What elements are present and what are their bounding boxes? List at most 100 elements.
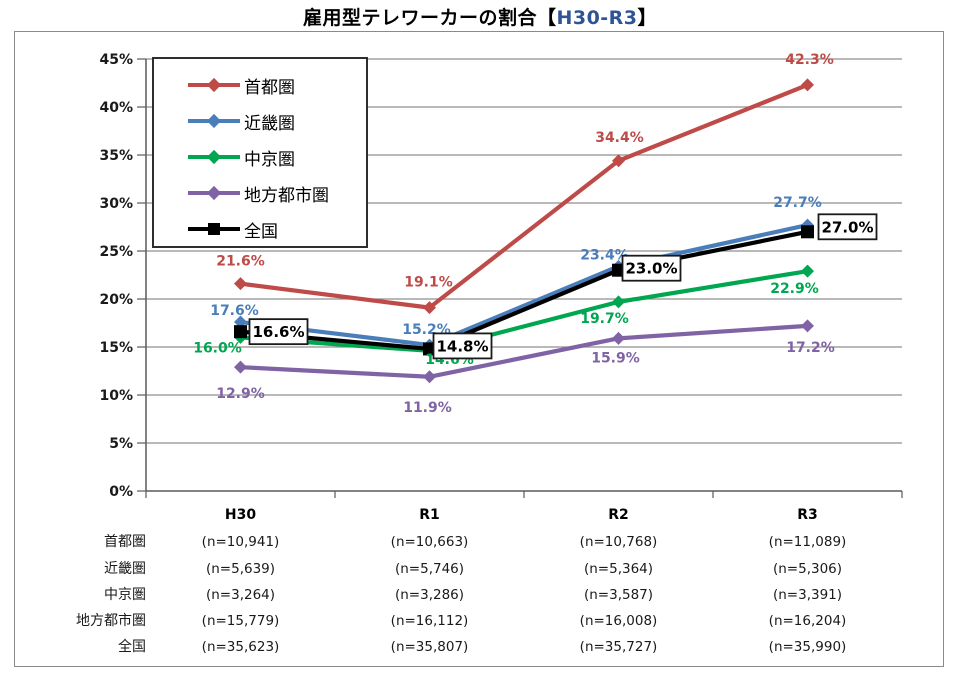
table-cell-chihoutoshiken-R1: (n=16,112) [390,613,469,629]
table-cell-zenkoku-H30: (n=35,623) [201,639,280,655]
table-cell-zenkoku-R3: (n=35,990) [768,639,847,655]
series-line-chukyoken [238,269,810,353]
marker-chihoutoshiken-R1 [423,370,436,384]
table-row-label-chihoutoshiken: 地方都市圏 [76,613,146,629]
table-cell-shutoken-H30: (n=10,941) [201,534,280,550]
x-axis-label-H30: H30 [224,507,257,523]
table-cell-chihoutoshiken-R2: (n=16,008) [579,613,658,629]
legend-label-chihoutoshiken: 地方都市圏 [244,185,329,206]
y-axis-label: 25% [99,244,133,260]
data-label-shutoken-R1: 19.1% [404,275,453,291]
data-label-chukyoken-H30: 16.0% [193,340,242,356]
data-label-zenkoku-H30: 16.6% [252,323,304,341]
legend-swatch-chukyoken [188,149,240,165]
table-row-label-chukyoken: 中京圏 [104,587,146,603]
data-label-chukyoken-R3: 22.9% [770,281,819,297]
data-label-shutoken-R2: 34.4% [595,130,644,146]
legend-label-chukyoken: 中京圏 [244,149,295,170]
chart-legend: 首都圏近畿圏中京圏地方都市圏全国 [152,57,368,248]
legend-item-zenkoku: 全国 [154,211,366,246]
data-label-chukyoken-R2: 19.7% [580,311,629,327]
data-label-kinkiken-H30: 17.6% [210,303,259,319]
data-label-chihoutoshiken-R2: 15.9% [591,350,640,366]
series-line-zenkoku [238,229,810,352]
table-cell-chihoutoshiken-R3: (n=16,204) [768,613,847,629]
marker-chukyoken-R2 [612,295,625,309]
y-axis-label: 15% [99,340,133,356]
table-row-label-kinkiken: 近畿圏 [104,561,146,577]
chart-title-text: 雇用型テレワーカーの割合【 [302,7,557,29]
legend-square-marker-icon [208,223,220,235]
legend-item-shutoken: 首都圏 [154,67,366,103]
legend-item-chihoutoshiken: 地方都市圏 [154,175,366,211]
x-axis-label-R2: R2 [608,507,629,523]
y-axis-label: 30% [99,196,133,212]
data-label-box-zenkoku-R3 [817,213,878,241]
marker-chihoutoshiken-R3 [801,319,814,333]
table-cell-kinkiken-R2: (n=5,364) [583,561,654,577]
table-cell-chukyoken-R3: (n=3,391) [772,587,843,603]
data-label-chihoutoshiken-R3: 17.2% [786,340,835,356]
marker-chihoutoshiken-H30 [234,360,247,374]
series-line-shutoken [238,82,810,310]
table-cell-chihoutoshiken-H30: (n=15,779) [201,613,280,629]
data-label-box-zenkoku-R1 [432,332,493,360]
table-cell-chukyoken-H30: (n=3,264) [205,587,276,603]
marker-zenkoku-H30 [234,325,247,339]
chart-title-close-bracket: 】 [637,7,658,29]
marker-chukyoken-R3 [801,264,814,278]
table-cell-shutoken-R1: (n=10,663) [390,534,469,550]
marker-chihoutoshiken-R2 [612,331,625,345]
marker-shutoken-R1 [423,301,436,315]
marker-zenkoku-R3 [801,225,814,239]
legend-label-zenkoku: 全国 [244,221,278,242]
data-label-zenkoku-R3: 27.0% [821,218,873,236]
y-axis-label: 5% [109,436,133,452]
marker-shutoken-H30 [234,277,247,291]
table-cell-zenkoku-R1: (n=35,807) [390,639,469,655]
chart-title-period: H30-R3 [556,7,638,29]
table-cell-chukyoken-R1: (n=3,286) [394,587,465,603]
table-cell-kinkiken-R1: (n=5,746) [394,561,465,577]
data-label-kinkiken-R3: 27.7% [773,195,822,211]
series-line-kinkiken [238,222,810,348]
y-axis-label: 0% [109,484,133,500]
legend-item-chukyoken: 中京圏 [154,139,366,175]
legend-label-kinkiken: 近畿圏 [244,113,295,134]
table-cell-kinkiken-H30: (n=5,639) [205,561,276,577]
series-line-chihoutoshiken [238,323,810,379]
table-cell-chukyoken-R2: (n=3,587) [583,587,654,603]
data-label-box-zenkoku-H30 [248,318,309,346]
y-axis-label: 20% [99,292,133,308]
legend-swatch-chihoutoshiken [188,185,240,201]
legend-swatch-kinkiken [188,113,240,129]
legend-swatch-zenkoku [188,222,240,236]
marker-shutoken-R3 [801,78,814,92]
legend-label-shutoken: 首都圏 [244,77,295,98]
data-label-zenkoku-R1: 14.8% [436,337,488,355]
data-label-shutoken-R3: 42.3% [785,52,834,68]
table-row-label-zenkoku: 全国 [118,639,146,655]
y-axis-label: 45% [99,52,133,68]
data-label-chihoutoshiken-R1: 11.9% [403,400,452,416]
chart-title: 雇用型テレワーカーの割合【H30-R3】 [0,3,960,30]
legend-swatch-shutoken [188,77,240,93]
table-cell-zenkoku-R2: (n=35,727) [579,639,658,655]
table-cell-shutoken-R2: (n=10,768) [579,534,658,550]
y-axis-label: 35% [99,148,133,164]
y-axis-label: 10% [99,388,133,404]
table-cell-kinkiken-R3: (n=5,306) [772,561,843,577]
x-axis-label-R1: R1 [419,507,440,523]
data-label-chihoutoshiken-H30: 12.9% [216,386,265,402]
table-cell-shutoken-R3: (n=11,089) [768,534,847,550]
x-axis-label-R3: R3 [797,507,818,523]
data-label-shutoken-H30: 21.6% [216,254,265,270]
marker-shutoken-R2 [612,154,625,168]
data-label-box-zenkoku-R2 [621,254,682,282]
table-row-label-shutoken: 首都圏 [104,534,146,550]
legend-item-kinkiken: 近畿圏 [154,103,366,139]
data-label-kinkiken-R2: 23.4% [580,247,629,263]
y-axis-label: 40% [99,100,133,116]
